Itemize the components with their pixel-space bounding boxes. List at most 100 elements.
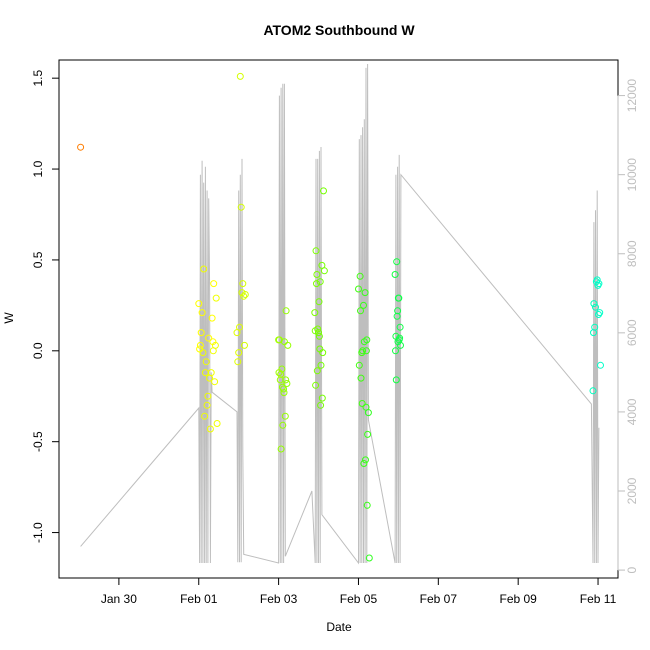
y-tick-label: 1.5 (31, 70, 45, 87)
x-tick-label: Feb 09 (499, 592, 537, 606)
data-point (357, 374, 365, 382)
data-point (315, 332, 323, 340)
y-tick-label: -1.0 (31, 522, 45, 543)
data-point (196, 341, 204, 349)
data-point (358, 400, 366, 407)
y2-tick-label: 12000 (625, 79, 639, 113)
y2-axis: 0 2000 4000 6000 8000 10000 12000 (617, 79, 639, 573)
track-line (80, 63, 600, 565)
data-point (313, 271, 321, 278)
data-point (320, 267, 328, 275)
data-point (206, 425, 214, 433)
y-tick-label: -0.5 (31, 431, 45, 452)
data-point (359, 347, 367, 355)
data-point (396, 323, 404, 331)
y-tick-label: 0.5 (31, 251, 45, 268)
data-point (236, 72, 244, 80)
data-point (282, 307, 290, 315)
data-point (315, 329, 322, 337)
data-point (240, 292, 248, 300)
data-point (316, 345, 324, 353)
data-point (311, 309, 319, 317)
data-point (204, 392, 212, 400)
data-point (241, 341, 248, 349)
data-point (393, 258, 401, 266)
y-axis: -1.0 -0.5 0.0 0.5 1.0 1.5 (31, 70, 60, 543)
data-point (597, 361, 604, 369)
track-series (80, 63, 600, 565)
data-point (318, 394, 326, 402)
x-tick-label: Feb 11 (580, 592, 617, 606)
data-point (391, 271, 399, 278)
y-tick-label: 1.0 (31, 160, 45, 177)
data-point (363, 501, 371, 509)
data-point (315, 298, 323, 306)
data-point (280, 385, 288, 393)
data-point (397, 341, 404, 349)
x-axis: Jan 30 Feb 01 Feb 03 Feb 05 Feb 07 Feb 09 Feb … (101, 577, 617, 606)
data-point (596, 309, 604, 317)
data-point (277, 370, 285, 378)
data-point (362, 347, 370, 355)
data-point (317, 401, 325, 409)
data-point (595, 311, 602, 318)
data-point (235, 349, 243, 357)
data-point (590, 329, 597, 337)
data-point (203, 401, 211, 409)
data-point (361, 289, 369, 297)
x-tick-label: Feb 03 (260, 592, 298, 606)
data-point (316, 278, 324, 286)
data-point (320, 187, 327, 195)
data-point (234, 358, 242, 366)
data-point (314, 325, 322, 333)
y-tick-label: 0.0 (31, 342, 45, 359)
data-point (365, 554, 373, 562)
y-axis-label: W (2, 312, 16, 324)
x-tick-label: Jan 30 (101, 592, 137, 606)
data-point (241, 291, 249, 298)
data-point (356, 272, 364, 280)
data-point (283, 380, 291, 387)
data-point (202, 358, 210, 366)
data-point (77, 143, 85, 151)
data-point (213, 420, 221, 427)
x-tick-label: Feb 01 (180, 592, 218, 606)
data-point (201, 412, 209, 420)
data-point (199, 349, 207, 357)
data-point (197, 329, 205, 337)
data-point (210, 280, 218, 288)
data-point (589, 387, 597, 395)
data-point (280, 389, 288, 397)
data-point (357, 307, 364, 315)
data-point (360, 338, 368, 346)
y2-tick-label: 6000 (625, 319, 639, 346)
data-point (396, 334, 404, 342)
data-point (360, 301, 367, 309)
data-point (195, 300, 203, 308)
y2-tick-label: 10000 (625, 158, 639, 192)
x-tick-label: Feb 05 (340, 592, 378, 606)
data-point (284, 341, 292, 349)
data-point (395, 294, 403, 302)
data-point (595, 280, 603, 288)
data-point (362, 456, 369, 464)
y2-tick-label: 0 (625, 566, 639, 573)
data-point (392, 376, 400, 384)
data-point (277, 445, 285, 453)
data-point (279, 421, 287, 429)
data-point (233, 329, 241, 337)
data-point (317, 361, 325, 369)
data-point (207, 369, 215, 377)
data-point (312, 247, 320, 255)
data-point (200, 265, 208, 273)
data-point (360, 460, 368, 467)
data-point (239, 280, 247, 288)
data-point (312, 381, 320, 389)
data-point (212, 294, 220, 302)
data-point (393, 312, 401, 320)
y2-tick-label: 8000 (625, 240, 639, 267)
data-point (392, 347, 399, 355)
data-point (209, 347, 217, 355)
x-axis-label: Date (326, 620, 352, 634)
